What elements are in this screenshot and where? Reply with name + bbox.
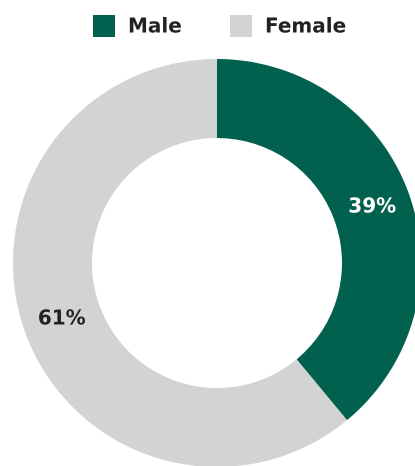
legend-swatch [230, 15, 252, 37]
legend-label: Male [128, 14, 182, 38]
value-label: 61% [38, 305, 86, 329]
legend-label: Female [265, 14, 346, 38]
donut-slice [217, 59, 415, 421]
value-label: 39% [348, 194, 396, 218]
donut-slice [13, 59, 348, 466]
legend-swatch [93, 15, 115, 37]
